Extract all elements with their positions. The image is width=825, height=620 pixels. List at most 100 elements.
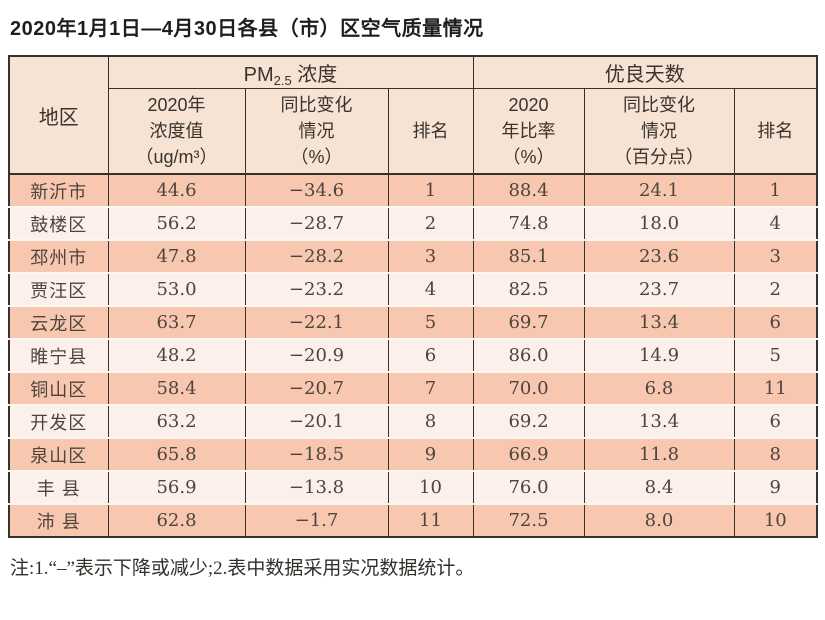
cell-pm-rank: 3 bbox=[387, 239, 474, 273]
cell-pm-change: −22.1 bbox=[244, 305, 389, 339]
cell-rate-change: 13.4 bbox=[583, 305, 735, 339]
table-row: 睢宁县 48.2 −20.9 6 86.0 14.9 5 bbox=[8, 338, 818, 372]
cell-pm-change: −34.6 bbox=[244, 174, 389, 207]
cell-rate-rank: 9 bbox=[733, 470, 818, 504]
header-rate: 2020 年比率 （%） bbox=[472, 88, 585, 175]
cell-pm-rank: 8 bbox=[387, 404, 474, 438]
cell-rate-rank: 3 bbox=[733, 239, 818, 273]
header-group-good-days: 优良天数 bbox=[472, 56, 818, 89]
cell-rate-change: 23.7 bbox=[583, 272, 735, 306]
header-line: 排名 bbox=[412, 121, 449, 141]
cell-pm-change: −20.9 bbox=[244, 338, 389, 372]
cell-pm-change: −23.2 bbox=[244, 272, 389, 306]
cell-pm-rank: 11 bbox=[387, 503, 474, 537]
cell-rate-rank: 8 bbox=[733, 437, 818, 471]
cell-pm-value: 65.8 bbox=[107, 437, 246, 471]
cell-rate-change: 6.8 bbox=[583, 371, 735, 405]
cell-rate-change: 24.1 bbox=[583, 174, 735, 207]
cell-rate: 86.0 bbox=[472, 338, 585, 372]
cell-rate: 70.0 bbox=[472, 371, 585, 405]
header-rate-change: 同比变化 情况 （百分点） bbox=[583, 88, 735, 175]
cell-rate: 74.8 bbox=[472, 206, 585, 240]
cell-rate-rank: 11 bbox=[733, 371, 818, 405]
header-region: 地区 bbox=[8, 56, 109, 175]
cell-region: 开发区 bbox=[8, 404, 109, 438]
cell-rate-change: 18.0 bbox=[583, 206, 735, 240]
header-group-pm25: PM2.5 浓度 bbox=[107, 56, 474, 89]
header-line: （%） bbox=[502, 147, 555, 167]
cell-pm-value: 63.7 bbox=[107, 305, 246, 339]
cell-rate-change: 23.6 bbox=[583, 239, 735, 273]
header-line: （ug/m³） bbox=[135, 147, 218, 167]
table-row: 铜山区 58.4 −20.7 7 70.0 6.8 11 bbox=[8, 371, 818, 405]
cell-region: 新沂市 bbox=[8, 174, 109, 207]
cell-pm-rank: 2 bbox=[387, 206, 474, 240]
cell-region: 贾汪区 bbox=[8, 272, 109, 306]
sub-header-row: 2020年 浓度值 （ug/m³） 同比变化 情况 （%） 排名 2020 年比… bbox=[9, 88, 818, 175]
cell-pm-change: −28.7 bbox=[244, 206, 389, 240]
cell-rate-change: 14.9 bbox=[583, 338, 735, 372]
table-row: 鼓楼区 56.2 −28.7 2 74.8 18.0 4 bbox=[8, 206, 818, 240]
cell-pm-value: 56.2 bbox=[107, 206, 246, 240]
header-pm-rank: 排名 bbox=[387, 88, 474, 175]
cell-region: 云龙区 bbox=[8, 305, 109, 339]
header-line: 同比变化 bbox=[280, 95, 353, 115]
header-pm-value: 2020年 浓度值 （ug/m³） bbox=[107, 88, 246, 175]
cell-region: 丰 县 bbox=[8, 470, 109, 504]
cell-rate-rank: 1 bbox=[733, 174, 818, 207]
cell-rate-rank: 2 bbox=[733, 272, 818, 306]
header-rate-rank: 排名 bbox=[733, 88, 818, 175]
footnote: 注:1.“–”表示下降或减少;2.表中数据采用实况数据统计。 bbox=[10, 558, 475, 579]
cell-pm-value: 58.4 bbox=[107, 371, 246, 405]
cell-pm-value: 48.2 bbox=[107, 338, 246, 372]
cell-pm-change: −20.7 bbox=[244, 371, 389, 405]
cell-pm-rank: 1 bbox=[387, 174, 474, 207]
cell-rate-rank: 6 bbox=[733, 305, 818, 339]
header-line: 年比率 bbox=[501, 121, 556, 141]
header-line: 2020 bbox=[508, 95, 549, 115]
cell-rate: 85.1 bbox=[472, 239, 585, 273]
cell-pm-rank: 7 bbox=[387, 371, 474, 405]
table-row: 新沂市 44.6 −34.6 1 88.4 24.1 1 bbox=[8, 174, 818, 207]
table-header: 地区 PM2.5 浓度 优良天数 2020年 浓度值 （ug/m³） 同比变化 … bbox=[8, 56, 818, 175]
cell-rate: 69.7 bbox=[472, 305, 585, 339]
header-line: （%） bbox=[290, 147, 343, 167]
cell-rate: 88.4 bbox=[472, 174, 585, 207]
pm25-label: PM bbox=[243, 63, 274, 86]
pm25-subscript: 2.5 bbox=[273, 72, 292, 88]
table-row: 沛 县 62.8 −1.7 11 72.5 8.0 10 bbox=[8, 503, 818, 537]
cell-pm-change: −20.1 bbox=[244, 404, 389, 438]
cell-pm-rank: 4 bbox=[387, 272, 474, 306]
cell-region: 泉山区 bbox=[8, 437, 109, 471]
cell-rate: 82.5 bbox=[472, 272, 585, 306]
header-line: 浓度值 bbox=[149, 121, 204, 141]
table-row: 开发区 63.2 −20.1 8 69.2 13.4 6 bbox=[8, 404, 818, 438]
header-line: 排名 bbox=[757, 121, 794, 141]
header-line: （百分点） bbox=[614, 147, 704, 167]
cell-pm-value: 56.9 bbox=[107, 470, 246, 504]
group-header-row: 地区 PM2.5 浓度 优良天数 bbox=[8, 56, 818, 175]
cell-region: 铜山区 bbox=[8, 371, 109, 405]
cell-rate-change: 8.0 bbox=[583, 503, 735, 537]
cell-pm-rank: 9 bbox=[387, 437, 474, 471]
header-line: 同比变化 bbox=[623, 95, 695, 115]
cell-pm-rank: 5 bbox=[387, 305, 474, 339]
table-row: 泉山区 65.8 −18.5 9 66.9 11.8 8 bbox=[8, 437, 818, 471]
cell-pm-change: −1.7 bbox=[244, 503, 389, 537]
cell-pm-value: 62.8 bbox=[107, 503, 246, 537]
cell-region: 邳州市 bbox=[8, 239, 109, 273]
header-line: 2020年 bbox=[147, 95, 206, 115]
table-row: 丰 县 56.9 −13.8 10 76.0 8.4 9 bbox=[8, 470, 818, 504]
cell-rate-rank: 6 bbox=[733, 404, 818, 438]
table-row: 云龙区 63.7 −22.1 5 69.7 13.4 6 bbox=[8, 305, 818, 339]
header-line: 情况 bbox=[298, 121, 335, 141]
page-title: 2020年1月1日—4月30日各县（市）区空气质量情况 bbox=[10, 18, 484, 40]
cell-pm-change: −18.5 bbox=[244, 437, 389, 471]
cell-pm-change: −13.8 bbox=[244, 470, 389, 504]
header-pm-change: 同比变化 情况 （%） bbox=[244, 88, 389, 175]
cell-rate: 69.2 bbox=[472, 404, 585, 438]
cell-rate-rank: 4 bbox=[733, 206, 818, 240]
air-quality-table: 地区 PM2.5 浓度 优良天数 2020年 浓度值 （ug/m³） 同比变化 … bbox=[8, 55, 819, 538]
cell-rate-change: 11.8 bbox=[583, 437, 735, 471]
